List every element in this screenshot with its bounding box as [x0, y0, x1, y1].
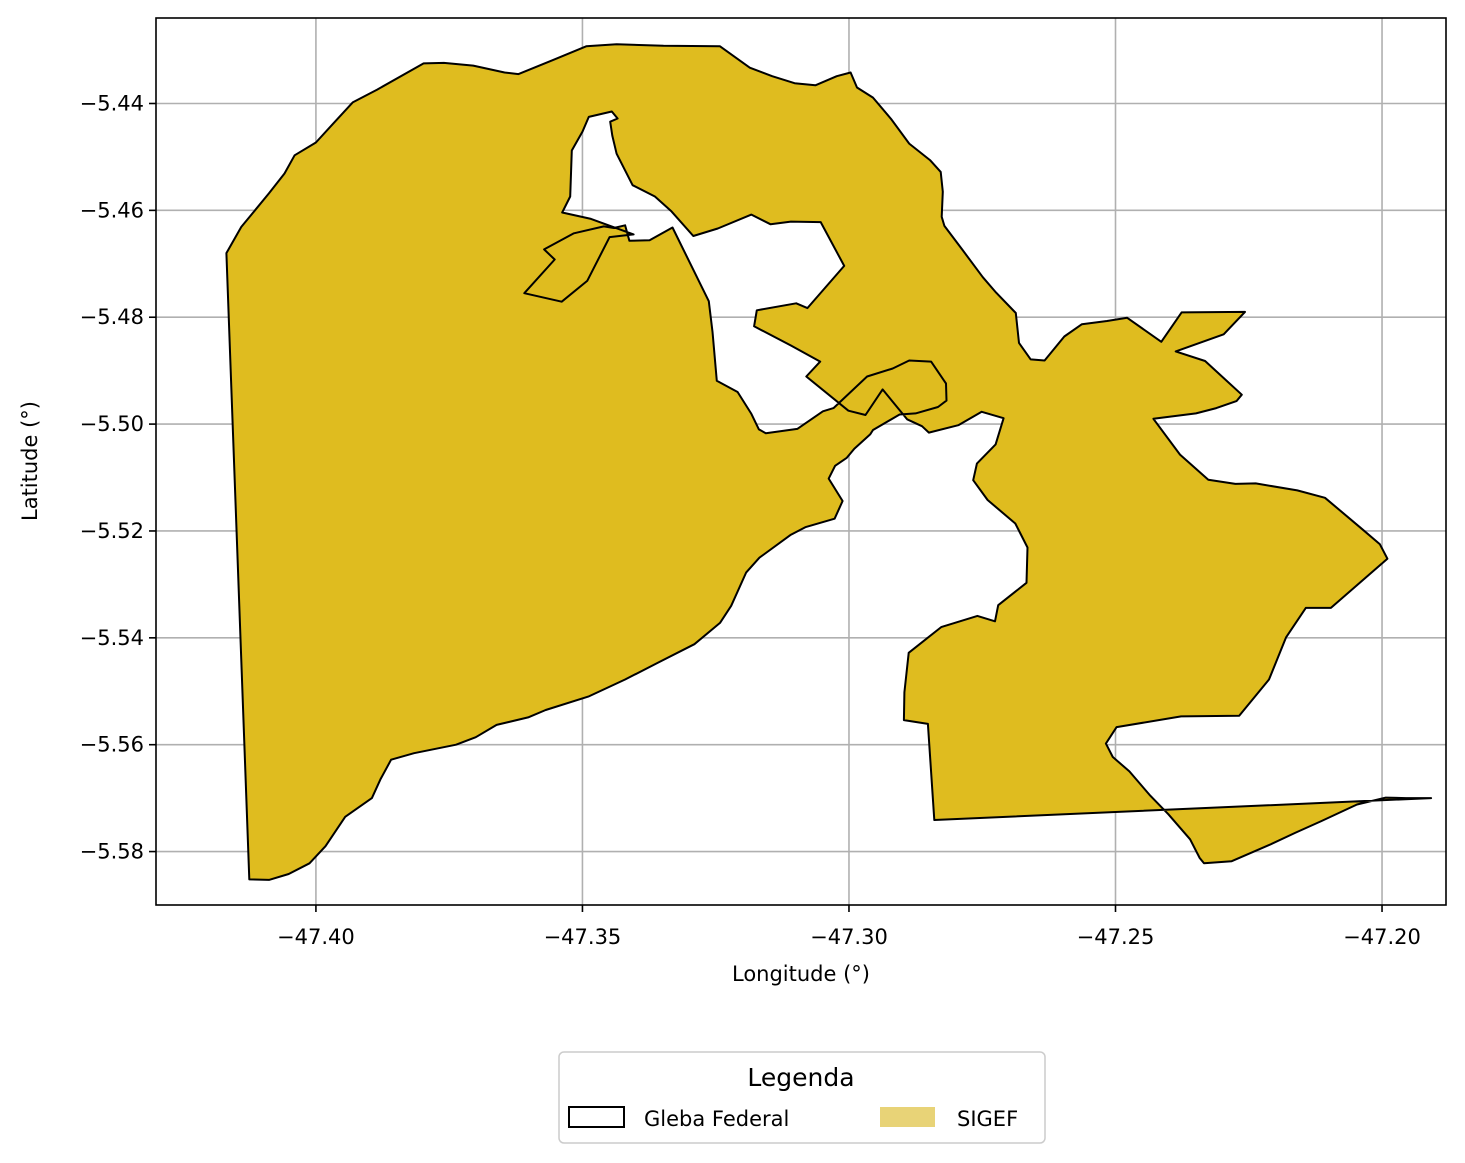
y-tick-label: −5.46 [80, 198, 144, 222]
legend-title: Legenda [747, 1063, 854, 1092]
y-tick-label: −5.58 [80, 840, 144, 864]
legend-gleba-federal-swatch [568, 1106, 625, 1128]
x-tick-label: −47.40 [277, 925, 355, 949]
y-axis-label: Latitude (°) [18, 401, 42, 521]
y-tick-label: −5.50 [80, 412, 144, 436]
y-tick-label: −5.48 [80, 305, 144, 329]
legend-gleba-federal-label: Gleba Federal [644, 1107, 789, 1131]
y-tick-label: −5.52 [80, 519, 144, 543]
legend-sigef-label: SIGEF [957, 1107, 1018, 1131]
x-axis-ticks: −47.40 −47.35 −47.30 −47.25 −47.20 [277, 905, 1421, 949]
legend-sigef-swatch [880, 1107, 935, 1127]
x-axis-label: Longitude (°) [732, 962, 870, 986]
y-tick-label: −5.56 [80, 733, 144, 757]
y-tick-label: −5.44 [80, 91, 144, 115]
y-axis-ticks: −5.44 −5.46 −5.48 −5.50 −5.52 −5.54 −5.56 −5.58 [80, 91, 156, 864]
legend: Legenda Gleba Federal SIGEF [558, 1051, 1046, 1144]
x-tick-label: −47.30 [810, 925, 888, 949]
plot-frame [155, 17, 1447, 906]
sigef-polygon [225, 43, 1433, 881]
x-tick-label: −47.25 [1077, 925, 1155, 949]
x-tick-label: −47.35 [544, 925, 622, 949]
y-tick-label: −5.54 [80, 626, 144, 650]
x-tick-label: −47.20 [1343, 925, 1421, 949]
